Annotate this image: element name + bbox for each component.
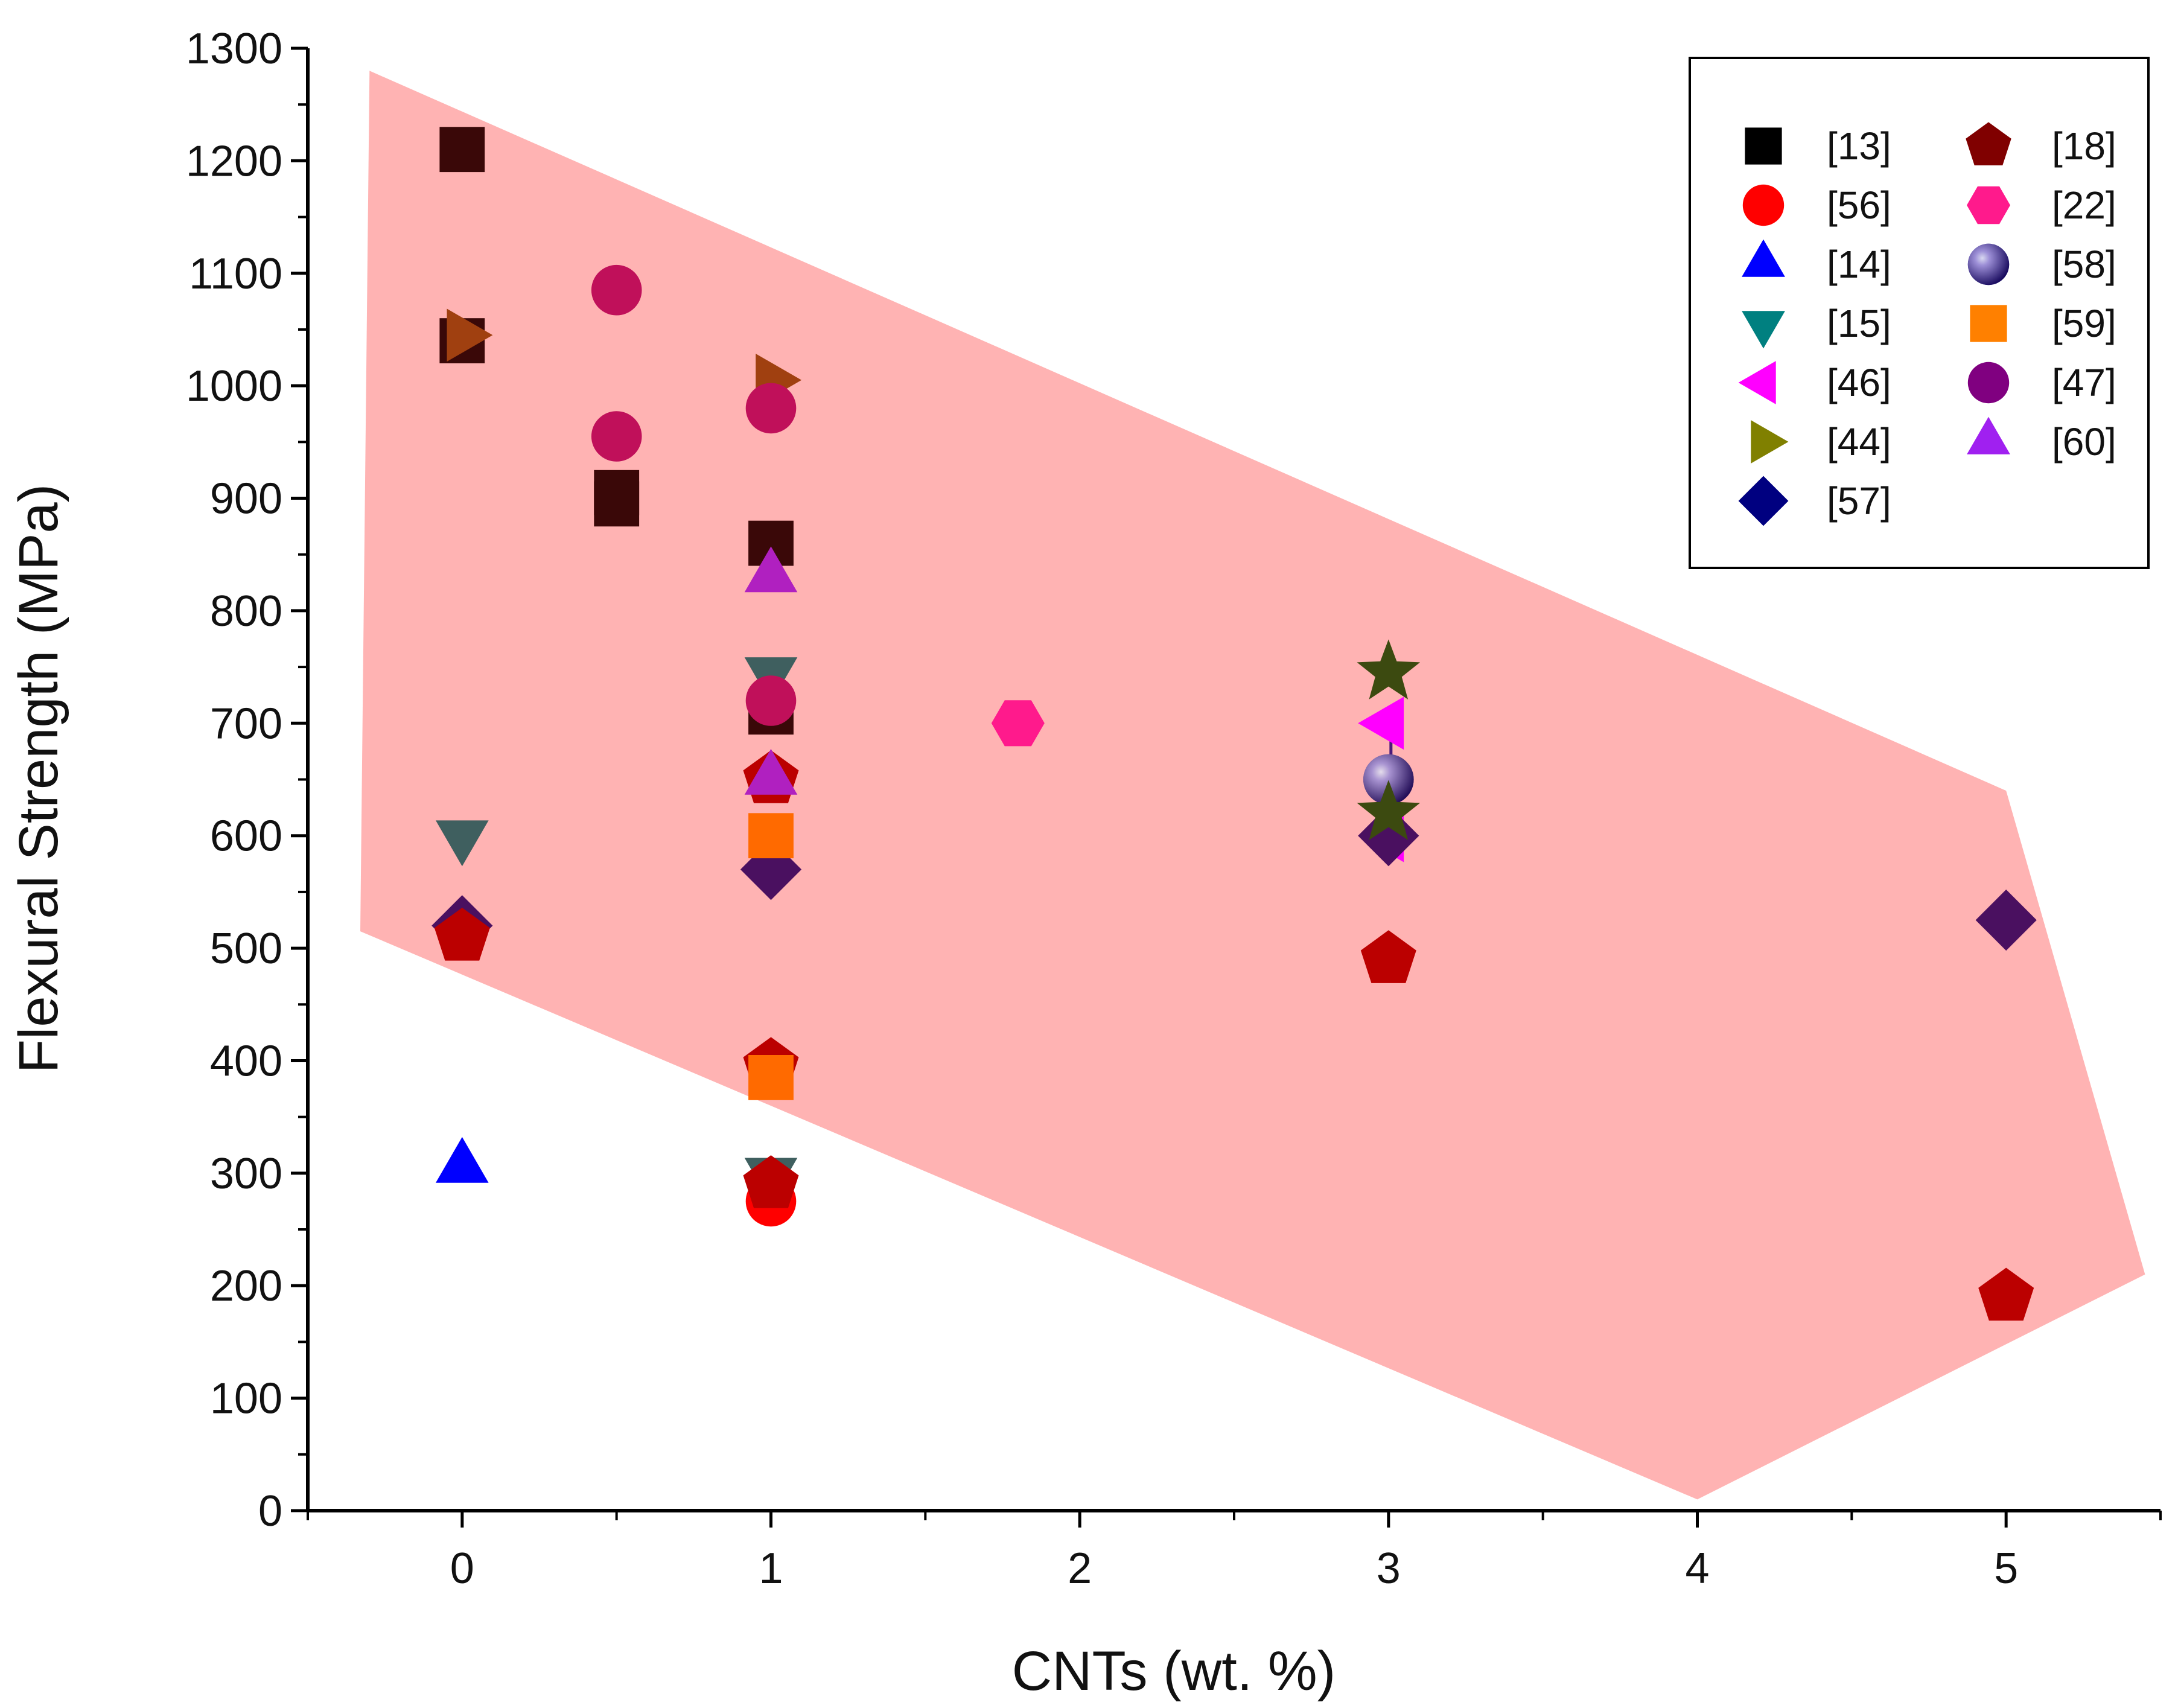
legend-label: [60]: [2052, 420, 2116, 464]
legend-label: [56]: [1827, 183, 1891, 227]
shaded-region-layer: [360, 71, 2145, 1500]
point-13-3: [594, 481, 640, 527]
point-15-0: [436, 820, 489, 867]
legend-label: [59]: [2052, 302, 2116, 345]
point-13-0: [439, 127, 485, 173]
point-18-5: [1978, 1267, 2034, 1321]
shaded-region: [360, 71, 2145, 1500]
point-60-1: [744, 748, 798, 795]
y-tick-label: 1300: [186, 25, 282, 73]
y-axis-title: Flexural Strength (MPa): [8, 484, 69, 1074]
point-59-1: [748, 1055, 794, 1100]
x-tick-label: 0: [450, 1544, 474, 1593]
point-46-0: [1358, 696, 1404, 750]
legend-label: [13]: [1827, 124, 1891, 168]
legend-label: [57]: [1827, 479, 1891, 523]
point-47-3: [745, 675, 797, 726]
point-57-3: [1975, 889, 2037, 951]
x-tick-label: 2: [1068, 1544, 1092, 1593]
legend-marker-13: [1745, 127, 1782, 165]
legend-label: [47]: [2052, 361, 2116, 404]
legend-label: [14]: [1827, 243, 1891, 286]
y-tick-label: 700: [210, 699, 282, 748]
legend-label: [44]: [1827, 420, 1891, 464]
legend-marker-47: [1967, 362, 2010, 404]
ticks-layer: 0 100 200 300 400 500 600 700 800 900 1000 1100 1200…: [186, 25, 2162, 1593]
y-tick-label: 100: [210, 1375, 282, 1423]
x-tick-label: 1: [759, 1544, 783, 1593]
point-18-4: [1360, 930, 1416, 983]
legend-marker-14: [1742, 239, 1785, 277]
point-18-3: [743, 1155, 799, 1208]
point-18-0: [434, 908, 490, 961]
legend-marker-58: [1967, 243, 2010, 285]
legend-marker-44: [1751, 420, 1789, 464]
legend-marker-60: [1967, 416, 2010, 454]
point-unlabeled-0: [1357, 639, 1421, 699]
y-tick-label: 900: [210, 475, 282, 523]
point-unlabeled-1: [1357, 780, 1421, 840]
y-tick-label: 1200: [186, 137, 282, 185]
legend-label: [15]: [1827, 302, 1891, 345]
legend-label: [46]: [1827, 361, 1891, 404]
point-58-0: [1363, 754, 1414, 805]
legend-marker-22: [1967, 186, 2010, 225]
point-14-0: [436, 1136, 489, 1183]
y-tick-label: 300: [210, 1150, 282, 1198]
legend-label: [18]: [2052, 124, 2116, 168]
point-47-2: [745, 383, 797, 434]
legend-marker-56: [1742, 184, 1785, 226]
legend-marker-18: [1966, 122, 2011, 165]
y-tick-label: 400: [210, 1037, 282, 1085]
y-tick-label: 500: [210, 925, 282, 973]
point-59-0: [748, 813, 794, 859]
x-tick-label: 4: [1685, 1544, 1709, 1593]
point-57-2: [1358, 805, 1419, 867]
point-44-0: [447, 308, 493, 362]
legend: [13] [56] [14] [15] [46] [44] [57] [18] [22] [58]…: [1689, 57, 2150, 569]
y-tick-label: 800: [210, 587, 282, 636]
point-47-1: [591, 411, 642, 462]
x-tick-label: 3: [1377, 1544, 1401, 1593]
legend-label: [58]: [2052, 243, 2116, 286]
point-22-0: [991, 700, 1045, 747]
x-tick-label: 5: [1994, 1544, 2018, 1593]
legend-marker-46: [1738, 361, 1776, 404]
data-points-layer: [431, 127, 2037, 1321]
y-tick-label: 600: [210, 812, 282, 861]
legend-marker-15: [1742, 311, 1785, 349]
y-tick-label: 1000: [186, 362, 282, 410]
point-60-0: [744, 546, 798, 593]
point-47-0: [591, 264, 642, 316]
y-tick-label: 200: [210, 1262, 282, 1310]
y-tick-label: 0: [258, 1487, 282, 1535]
x-axis-title: CNTs (wt. %): [1012, 1640, 1336, 1702]
legend-label: [22]: [2052, 183, 2116, 227]
legend-marker-59: [1970, 305, 2007, 342]
y-tick-label: 1100: [189, 250, 282, 298]
legend-marker-57: [1738, 476, 1789, 526]
